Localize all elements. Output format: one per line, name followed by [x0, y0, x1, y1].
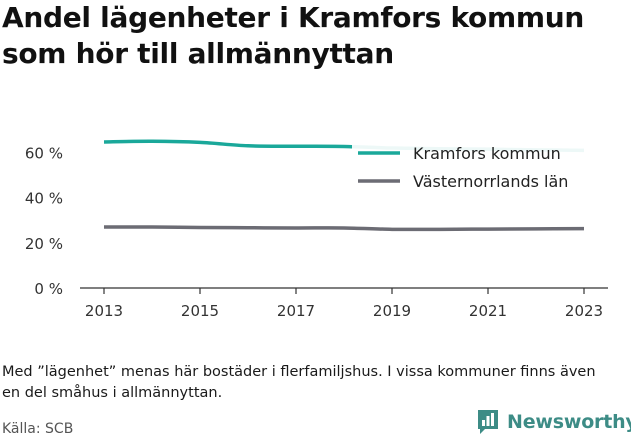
- x-tick-label: 2015: [181, 302, 219, 320]
- chart-title: Andel lägenheter i Kramfors kommun som h…: [2, 1, 584, 70]
- x-tick-label: 2021: [469, 302, 507, 320]
- bar-chart-badge-icon: [478, 410, 498, 434]
- y-axis: 0 % 20 % 40 % 60 %: [25, 145, 63, 298]
- legend-background: [352, 140, 604, 196]
- legend-label: Kramfors kommun: [413, 144, 561, 163]
- x-tick-label: 2023: [565, 302, 603, 320]
- x-tick-label: 2017: [277, 302, 315, 320]
- y-tick-label: 40 %: [25, 190, 63, 208]
- legend-label: Västernorrlands län: [413, 172, 568, 191]
- brand-logo: Newsworthy: [476, 408, 631, 436]
- legend: Kramfors kommun Västernorrlands län: [352, 140, 604, 196]
- y-tick-label: 60 %: [25, 145, 63, 163]
- series-line-1: [103, 225, 585, 232]
- x-axis: 2013 2015 2017 2019 2021 2023: [80, 287, 608, 320]
- source-label: Källa: SCB: [2, 421, 74, 437]
- y-tick-label: 20 %: [25, 235, 63, 253]
- x-tick-label: 2013: [85, 302, 123, 320]
- brand-name: Newsworthy: [507, 411, 631, 433]
- footnote: Med ”lägenhet” menas här bostäder i fler…: [2, 364, 596, 401]
- line-chart: 0 % 20 % 40 % 60 % 2013 2015 2017 2019 2021 2023…: [25, 139, 608, 320]
- y-tick-label: 0 %: [34, 280, 63, 298]
- x-tick-label: 2019: [373, 302, 411, 320]
